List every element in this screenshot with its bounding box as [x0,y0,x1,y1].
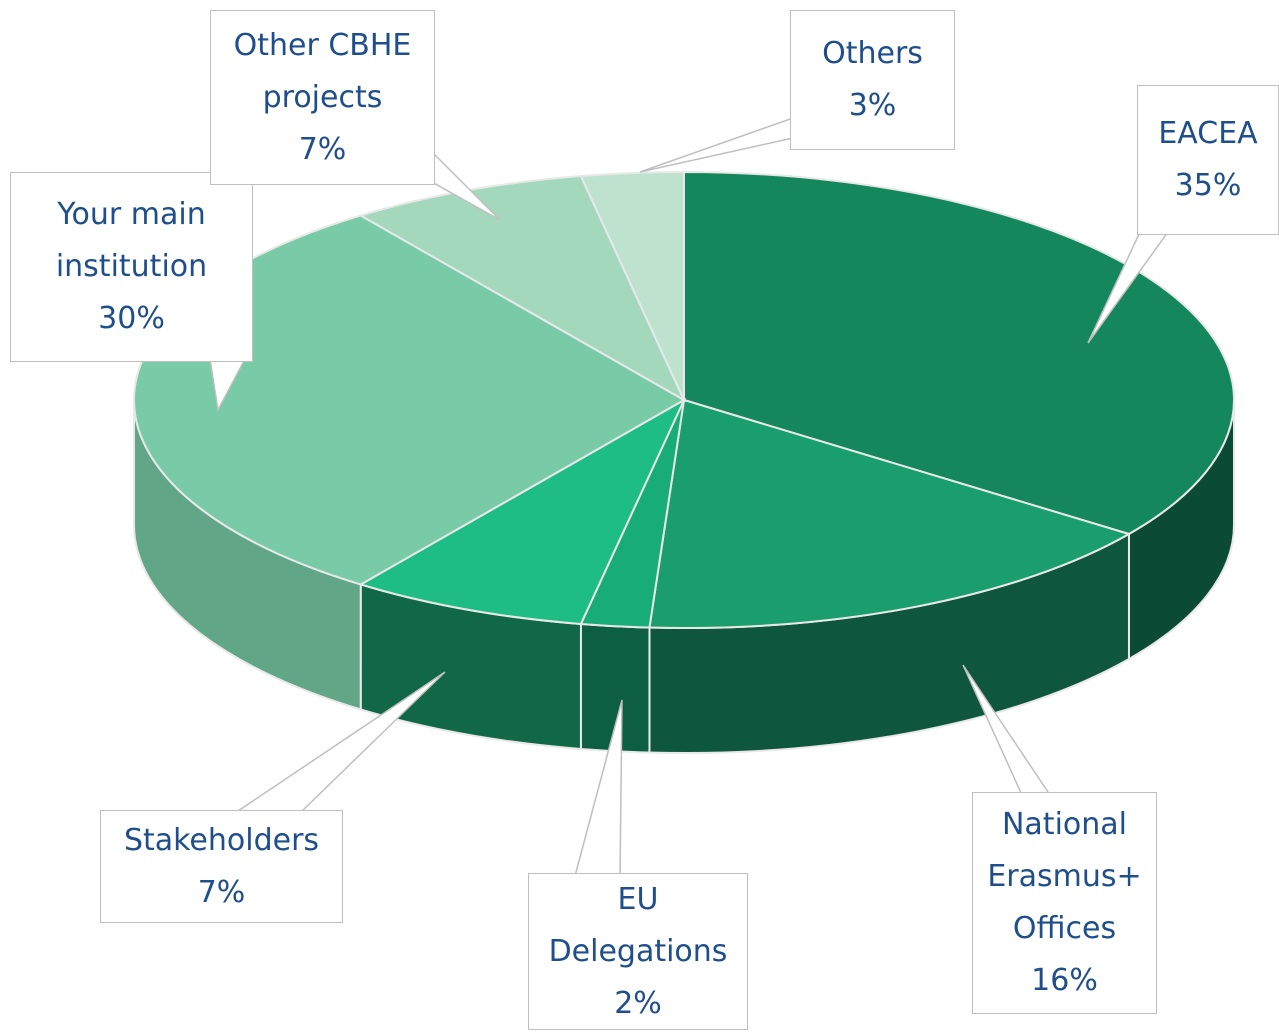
value-label: 16% [1031,963,1098,998]
value-label: 3% [848,88,897,123]
category-label: EACEA [1158,116,1258,151]
category-label: National Erasmus+ Offices [987,807,1142,946]
value-label: 30% [98,301,165,336]
slice [133,214,687,586]
category-label: EU Delegations [548,881,728,969]
slice [579,170,685,401]
callout: EACEA 35% [1137,85,1279,235]
slice [648,398,1132,629]
callout: Your main institution 30% [10,172,253,362]
callout: Other CBHE projects 7% [210,10,435,185]
slice [358,397,687,626]
callout: EU Delegations 2% [528,873,748,1030]
callout: Others 3% [790,10,955,150]
callout: Stakeholders 7% [100,810,343,923]
callout: National Erasmus+ Offices 16% [972,792,1157,1014]
value-label: 35% [1174,168,1242,203]
category-label: Other CBHE projects [233,27,412,115]
category-label: Your main institution [55,197,208,284]
callout-pointer [639,116,794,173]
category-label: Stakeholders [123,822,320,858]
value-label: 2% [614,985,662,1021]
category-label: Others [822,36,923,71]
value-label: 7% [298,131,347,167]
value-label: 7% [197,874,246,910]
slice [683,170,1235,536]
